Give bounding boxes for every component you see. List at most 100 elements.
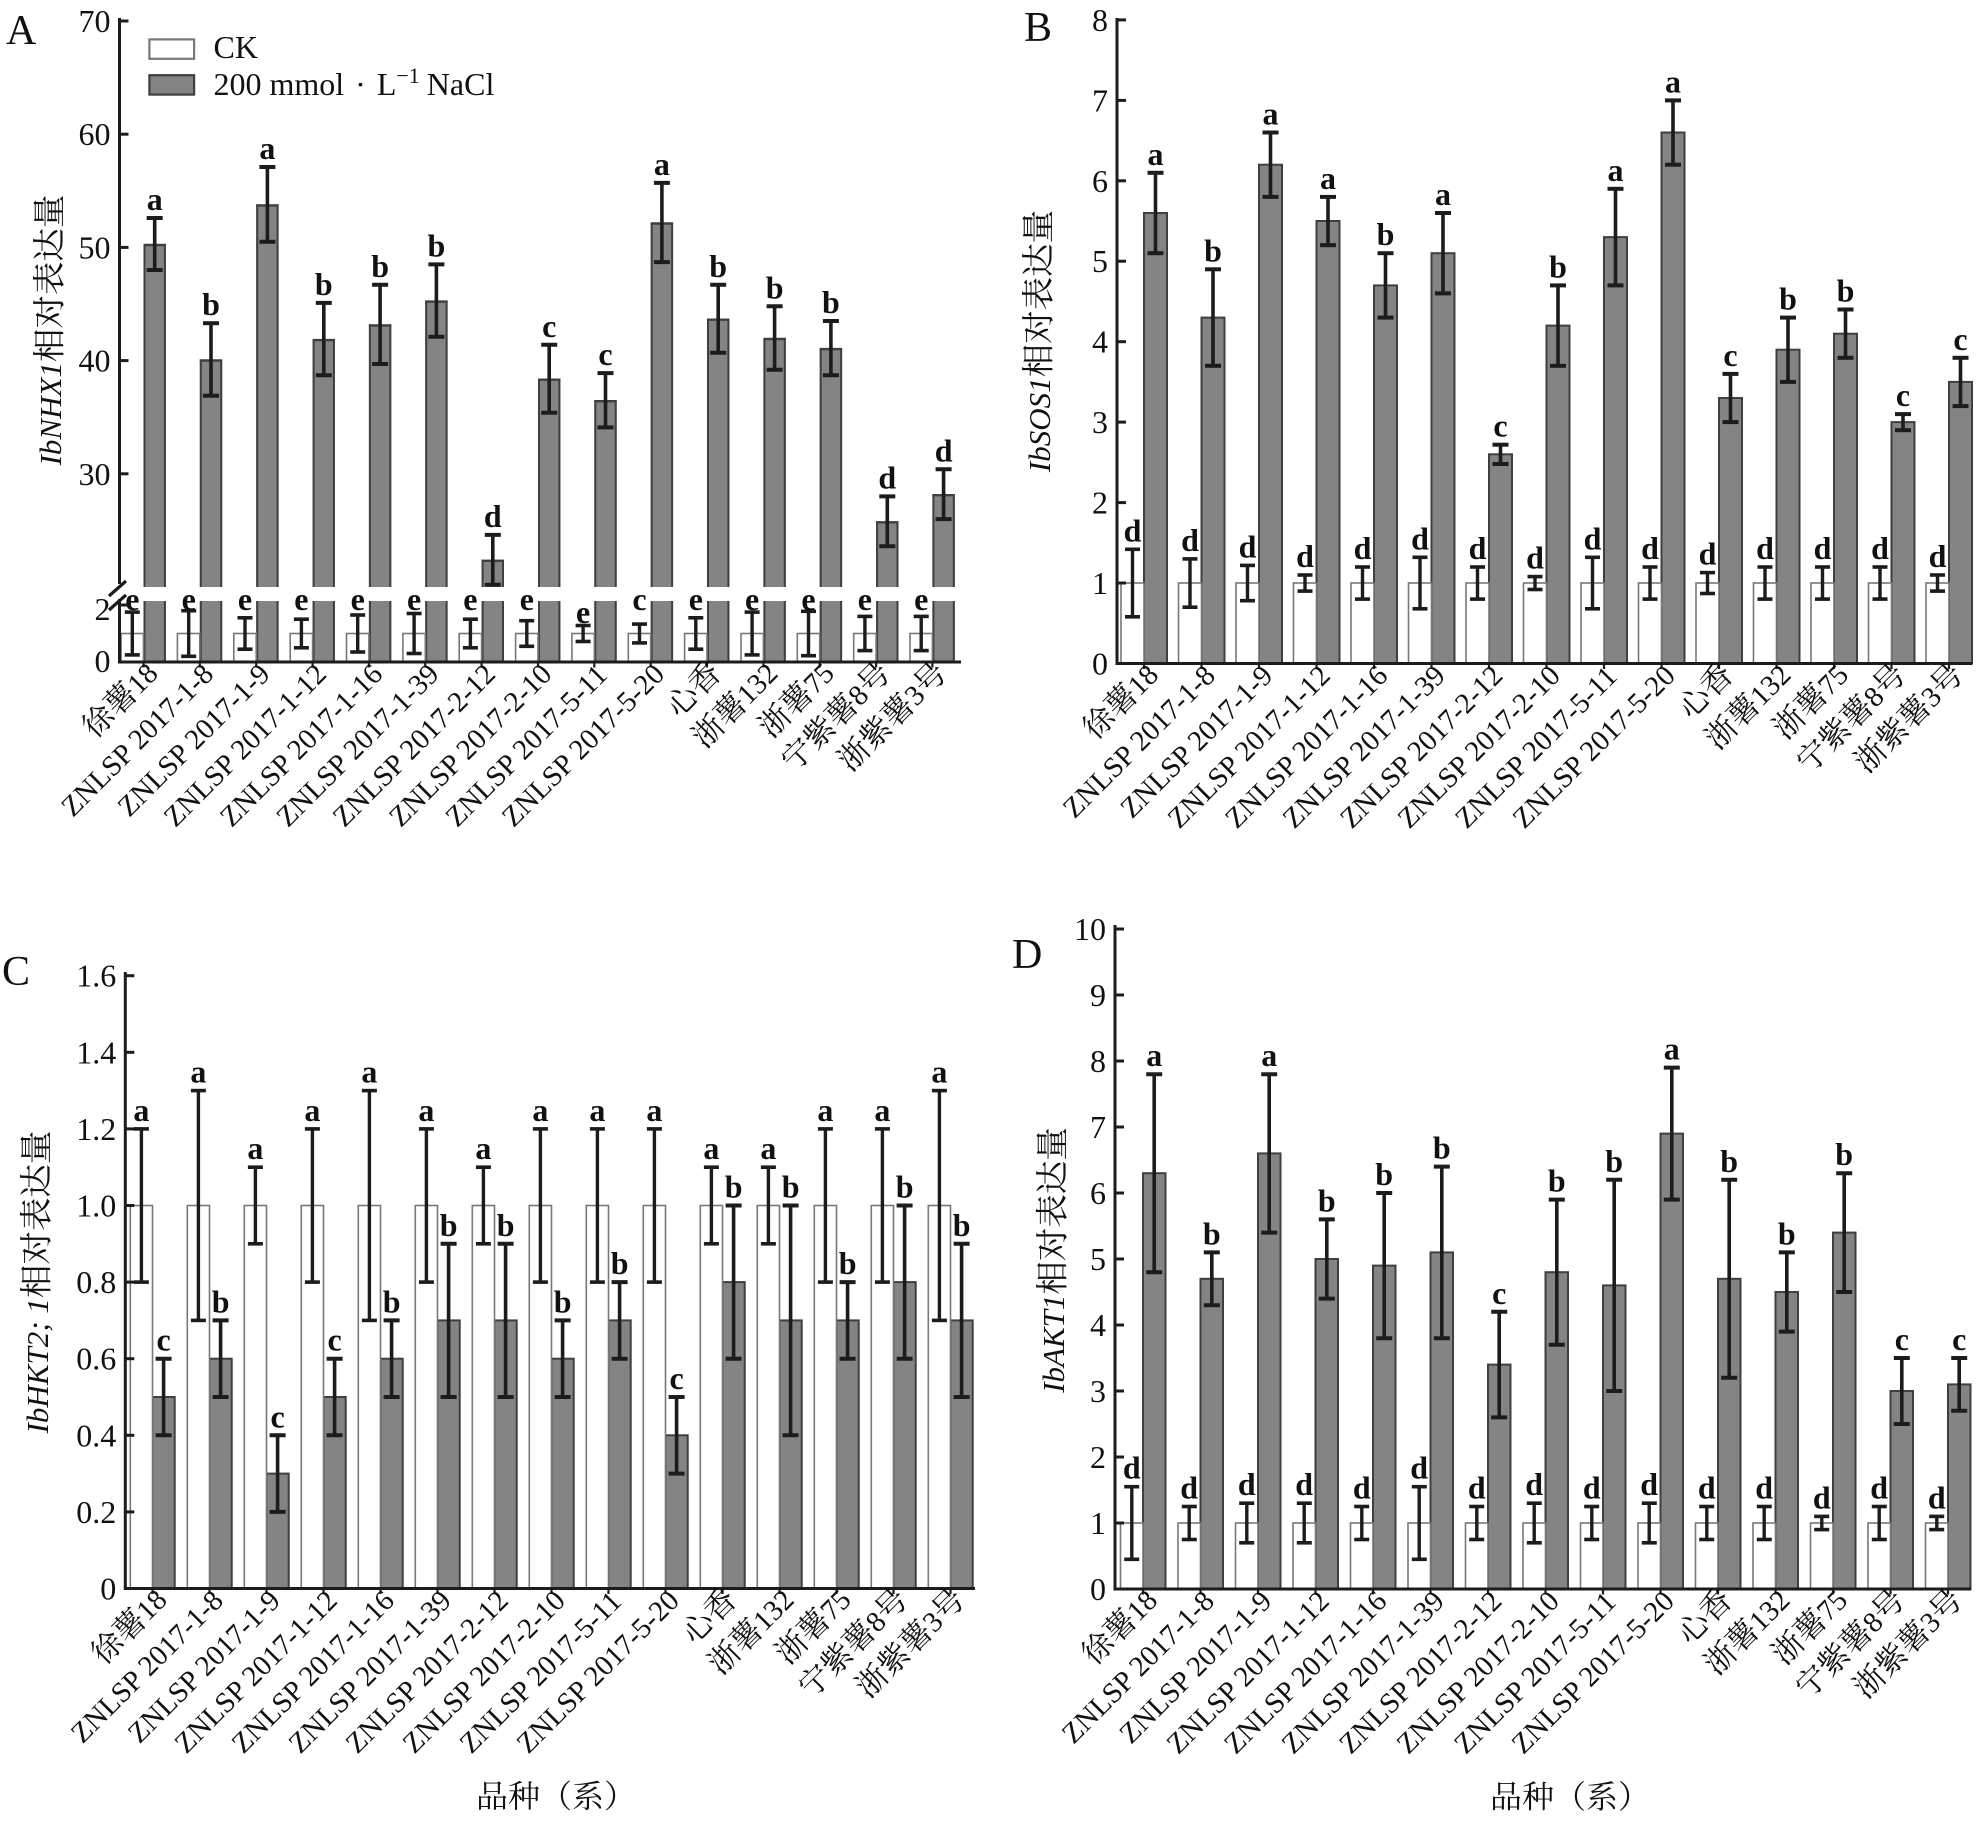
svg-text:a: a [475,1130,491,1166]
svg-text:b: b [782,1169,800,1205]
svg-text:a: a [418,1092,434,1128]
svg-text:d: d [1239,528,1257,564]
svg-text:0.4: 0.4 [76,1417,116,1453]
svg-text:6: 6 [1092,163,1108,199]
svg-text:a: a [1435,176,1451,212]
svg-text:d: d [1584,520,1602,556]
svg-text:C: C [2,949,30,995]
svg-text:c: c [1896,377,1910,413]
svg-text:c: c [1723,337,1737,373]
svg-text:5: 5 [1092,243,1108,279]
svg-text:e: e [125,581,139,617]
svg-text:e: e [294,581,308,617]
svg-text:d: d [935,432,953,468]
svg-text:c: c [1493,408,1507,444]
svg-text:d: d [1469,530,1487,566]
svg-text:CK: CK [214,29,258,65]
svg-text:1.4: 1.4 [76,1034,116,1070]
svg-text:e: e [182,581,196,617]
svg-text:e: e [689,581,703,617]
svg-text:b: b [1837,273,1855,309]
svg-text:a: a [247,1130,263,1166]
svg-text:b: b [1549,248,1567,284]
svg-text:b: b [1375,1156,1393,1192]
svg-text:b: b [1433,1130,1451,1166]
svg-text:a: a [589,1092,605,1128]
svg-text:a: a [1146,1037,1162,1073]
svg-text:d: d [1756,530,1774,566]
svg-text:d: d [1699,536,1717,572]
svg-text:IbNHX1: IbNHX1 [33,362,68,466]
svg-text:a: a [654,146,670,182]
svg-text:d: d [1640,1466,1658,1502]
svg-text:c: c [270,1398,284,1434]
svg-text:4: 4 [1090,1307,1106,1343]
svg-text:b: b [1835,1136,1853,1172]
svg-text:b: b [1778,1215,1796,1251]
svg-text:a: a [133,1092,149,1128]
svg-text:d: d [1468,1470,1486,1506]
svg-text:a: a [817,1092,833,1128]
svg-text:d: d [1870,1470,1888,1506]
svg-text:d: d [878,459,896,495]
svg-text:c: c [598,336,612,372]
svg-text:e: e [576,594,590,630]
svg-text:b: b [497,1207,515,1243]
svg-text:1.0: 1.0 [76,1188,116,1224]
svg-text:a: a [1263,96,1279,132]
svg-text:d: d [1353,1470,1371,1506]
svg-text:40: 40 [79,343,111,379]
svg-text:0.8: 0.8 [76,1264,116,1300]
svg-text:5: 5 [1090,1241,1106,1277]
svg-text:b: b [371,248,389,284]
svg-text:d: d [1928,1479,1946,1515]
svg-text:b: b [428,227,446,263]
svg-text:a: a [532,1092,548,1128]
svg-text:10: 10 [1074,911,1106,947]
svg-text:b: b [1605,1143,1623,1179]
svg-text:c: c [669,1360,683,1396]
svg-text:d: d [484,498,502,534]
svg-text:d: d [1354,530,1372,566]
svg-text:d: d [1871,530,1889,566]
svg-text:a: a [1608,152,1624,188]
svg-text:b: b [383,1283,401,1319]
svg-text:c: c [542,308,556,344]
svg-text:e: e [463,581,477,617]
svg-text:1: 1 [1092,565,1108,601]
svg-text:50: 50 [79,229,111,265]
svg-text:8: 8 [1090,1043,1106,1079]
svg-text:b: b [1318,1182,1336,1218]
svg-text:d: d [1583,1470,1601,1506]
svg-text:IbSOS1: IbSOS1 [1022,377,1057,473]
svg-text:c: c [1953,321,1967,357]
svg-text:b: b [554,1283,572,1319]
svg-text:4: 4 [1092,324,1108,360]
svg-text:b: b [822,284,840,320]
svg-text:7: 7 [1092,82,1108,118]
svg-text:a: a [874,1092,890,1128]
svg-text:d: d [1698,1470,1716,1506]
svg-text:b: b [1779,281,1797,317]
svg-text:e: e [238,581,252,617]
svg-text:a: a [304,1092,320,1128]
svg-text:c: c [156,1322,170,1358]
svg-text:2: 2 [1092,485,1108,521]
svg-text:d: d [1123,1450,1141,1486]
svg-text:a: a [703,1130,719,1166]
svg-text:d: d [1238,1466,1256,1502]
svg-text:e: e [407,581,421,617]
svg-text:c: c [327,1322,341,1358]
svg-text:c: c [1895,1321,1909,1357]
svg-text:a: a [1664,1031,1680,1067]
svg-text:a: a [190,1054,206,1090]
svg-text:b: b [611,1245,629,1281]
svg-text:d: d [1295,1466,1313,1502]
svg-text:D: D [1012,932,1042,978]
svg-text:a: a [361,1054,377,1090]
svg-text:IbAKT1: IbAKT1 [1036,1295,1071,1394]
svg-text:b: b [315,266,333,302]
svg-text:d: d [1641,530,1659,566]
svg-text:d: d [1526,540,1544,576]
svg-text:b: b [1203,1215,1221,1251]
